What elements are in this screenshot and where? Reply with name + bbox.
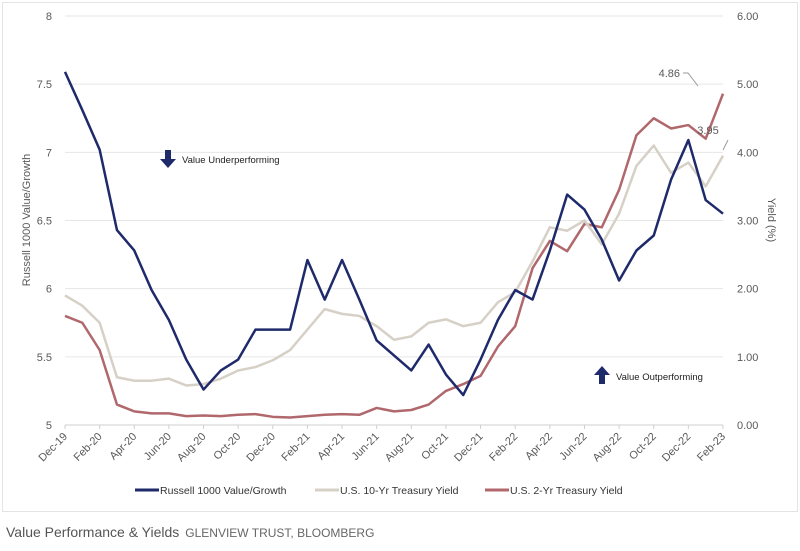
x-tick-label: Dec-21 <box>452 431 486 465</box>
y-tick-label: 8 <box>46 11 52 23</box>
x-tick-label: Jun-21 <box>350 431 382 463</box>
label-10yr-last: 3.95 <box>697 125 729 151</box>
data-label: 3.95 <box>697 125 718 137</box>
legend-label: U.S. 2-Yr Treasury Yield <box>510 485 623 497</box>
x-tick-label: Feb-22 <box>487 431 520 464</box>
x-tick-label: Jun-20 <box>142 431 174 463</box>
y2-tick-label: 5.00 <box>737 79 758 91</box>
chart: 8 6.00 7.5 5.00 7 4.00 6.5 3.00 6 2.00 5.5 1.00 5 0.0… <box>21 11 777 497</box>
y2-tick-label: 4.00 <box>737 147 758 159</box>
y-tick-label: 6.5 <box>37 216 52 228</box>
series-line <box>64 93 725 419</box>
x-tick-label: Dec-20 <box>244 431 278 465</box>
annotation-outperforming: Value Outperforming <box>594 366 703 384</box>
annotation-text: Value Underperforming <box>182 155 280 166</box>
x-tick-label: Dec-19 <box>37 431 71 465</box>
x-tick-label: Feb-23 <box>695 431 728 464</box>
label-2yr-last: 4.86 <box>659 68 699 87</box>
y-tick-label: 6 <box>46 284 52 296</box>
x-tick-label: Oct-22 <box>627 431 659 463</box>
data-label: 4.86 <box>659 68 680 80</box>
y-tick-label: 7.5 <box>37 79 52 91</box>
x-tick-label: Dec-22 <box>660 431 694 465</box>
series-line <box>63 71 724 397</box>
y2-tick-label: 2.00 <box>737 284 758 296</box>
arrow-up-icon <box>594 366 610 384</box>
x-tick-label: Aug-21 <box>383 431 417 465</box>
y-tick-label: 5.5 <box>37 352 52 364</box>
caption: Value Performance & Yields GLENVIEW TRUST… <box>6 524 374 540</box>
x-tick-label: Aug-20 <box>175 431 209 465</box>
y2-axis-label: Yield (%) <box>765 198 777 242</box>
arrow-down-icon <box>160 150 176 168</box>
x-tick-label: Apr-20 <box>108 431 140 463</box>
y-tick-label: 7 <box>46 147 52 159</box>
x-tick-label: Jun-22 <box>557 431 589 463</box>
x-tick-label: Oct-20 <box>211 431 243 463</box>
series-line <box>64 144 725 387</box>
legend-label: Russell 1000 Value/Growth <box>160 485 287 497</box>
x-tick-label: Apr-22 <box>523 431 555 463</box>
x-tick-label: Aug-22 <box>591 431 625 465</box>
chart-frame <box>2 2 798 512</box>
y-tick-label: 5 <box>46 420 52 432</box>
y2-tick-label: 3.00 <box>737 216 758 228</box>
annotation-text: Value Outperforming <box>616 372 703 383</box>
annotation-underperforming: Value Underperforming <box>160 150 280 168</box>
x-tick-label: Oct-21 <box>419 431 451 463</box>
y2-tick-label: 1.00 <box>737 352 758 364</box>
y2-tick-label: 0.00 <box>737 420 758 432</box>
legend-label: U.S. 10-Yr Treasury Yield <box>340 485 459 497</box>
x-tick-label: Feb-20 <box>72 431 105 464</box>
caption-source: GLENVIEW TRUST, BLOOMBERG <box>185 526 375 540</box>
legend: Russell 1000 Value/Growth U.S. 10-Yr Trea… <box>135 485 623 497</box>
x-tick-label: Feb-21 <box>279 431 312 464</box>
y-axis-label: Russell 1000 Value/Growth <box>21 154 33 286</box>
caption-title: Value Performance & Yields <box>6 524 180 540</box>
y2-tick-label: 6.00 <box>737 11 758 23</box>
x-tick-label: Apr-21 <box>315 431 347 463</box>
